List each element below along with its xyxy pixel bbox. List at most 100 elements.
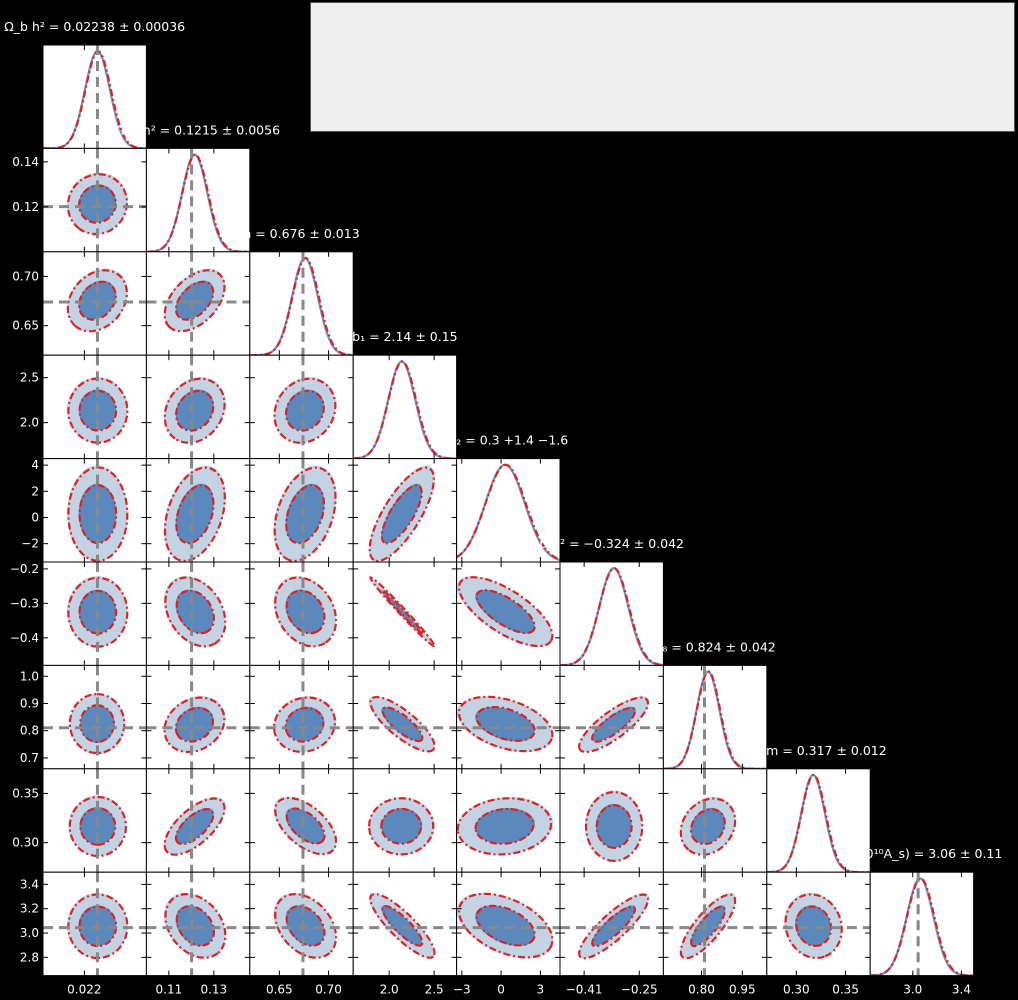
- contour-panel-lnAs-vs-b1: [352, 871, 458, 977]
- contour-panel-s8-vs-b1: [352, 664, 458, 770]
- contour-panel-b2-vs-b1: [352, 458, 458, 563]
- contour-68-dashdot: [78, 389, 118, 432]
- contour-95-dashdot: [163, 696, 226, 754]
- contour-68-dashdot: [380, 807, 423, 845]
- y-tick-label-bs2: −0.2: [10, 562, 39, 576]
- contour-panel-om-vs-omb: [42, 768, 147, 873]
- contour-95-dashdot: [66, 173, 129, 236]
- marginal-panel-h: [249, 251, 354, 356]
- y-tick-label-b2: −2: [21, 537, 39, 551]
- contour-panel-lnAs-vs-omc: [145, 871, 251, 977]
- y-tick-label-lnAs: 3.2: [20, 902, 39, 916]
- contour-68-filled: [175, 706, 214, 742]
- contour-68-dashdot: [284, 706, 325, 743]
- marginal-title-s8: σ₈ = 0.824 ± 0.042: [654, 639, 775, 654]
- contour-panel-s8-vs-h: [249, 664, 354, 770]
- contour-panel-bs2-vs-omb: [42, 561, 147, 666]
- contour-95-dashdot: [457, 695, 554, 753]
- contour-68-dashdot: [591, 905, 637, 948]
- contour-68-dashdot: [285, 589, 326, 635]
- x-tick-label-b2: 0: [497, 983, 505, 997]
- x-tick-label-omc: 0.11: [156, 983, 183, 997]
- contour-95-dashdot: [368, 466, 435, 563]
- marginal-curve-dashdot-run: [43, 50, 147, 149]
- contour-68-filled: [175, 589, 214, 634]
- contour-95-dashdot: [369, 695, 436, 753]
- y-tick-label-lnAs: 3.4: [20, 877, 39, 891]
- contour-panel-om-vs-b2: [456, 768, 561, 873]
- contour-68-dashdot: [690, 905, 726, 948]
- contour-95-dashdot: [679, 893, 737, 960]
- x-tick-label-lnAs: 3.4: [952, 983, 971, 997]
- marginal-panel-omb: [42, 44, 147, 149]
- panel-background: [560, 562, 664, 666]
- marginal-curve-dashdot-run: [353, 360, 457, 459]
- contour-68-filled: [175, 905, 214, 947]
- contour-panel-lnAs-vs-h: [249, 871, 354, 977]
- contour-68-filled: [285, 807, 325, 844]
- x-tick-label-bs2: −0.25: [621, 983, 658, 997]
- contour-panel-b2-vs-omc: [145, 458, 251, 563]
- contour-panel-b1-vs-omb: [42, 354, 147, 460]
- contour-95-dashdot: [456, 797, 553, 856]
- contour-95-dashdot: [66, 269, 128, 333]
- contour-panel-bs2-vs-b2: [456, 561, 561, 666]
- contour-95-dashdot: [273, 466, 337, 563]
- x-tick-label-om: 0.35: [832, 983, 859, 997]
- contour-68-dashdot: [381, 706, 424, 743]
- x-tick-label-b1: 2.0: [380, 983, 399, 997]
- y-tick-label-om: 0.35: [12, 786, 39, 800]
- marginal-panel-bs2: [559, 561, 664, 666]
- contour-68-filled: [690, 807, 726, 844]
- contour-68-filled: [381, 706, 423, 742]
- y-tick-label-h: 0.65: [12, 319, 39, 333]
- y-tick-label-b2: 2: [31, 484, 39, 498]
- marginal-curve-dashdot-run: [249, 256, 354, 356]
- y-tick-label-bs2: −0.4: [10, 631, 39, 645]
- contour-panel-om-vs-bs2: [559, 768, 664, 873]
- contour-68-filled: [795, 905, 832, 947]
- contour-panel-bs2-vs-b1: [352, 561, 458, 666]
- contour-68-dashdot: [285, 484, 326, 545]
- contour-95-dashdot: [163, 797, 226, 856]
- marginal-title-b1: b₁ = 2.14 ± 0.15: [352, 329, 457, 344]
- y-tick-label-s8: 0.8: [20, 724, 39, 738]
- marginal-curve-dashdot-run: [146, 153, 250, 252]
- contour-68-filled: [591, 706, 636, 742]
- contour-68-filled: [381, 807, 423, 844]
- contour-95-dashdot: [367, 797, 435, 856]
- x-tick-label-omc: 0.13: [200, 983, 227, 997]
- x-tick-label-omb: 0.022: [67, 983, 101, 997]
- contour-68-dashdot: [77, 280, 117, 321]
- contour-95-dashdot: [457, 576, 554, 648]
- y-tick-label-b2: 0: [31, 510, 39, 524]
- contour-68-dashdot: [474, 807, 535, 845]
- contour-95-dashdot: [578, 893, 650, 960]
- x-tick-label-h: 0.70: [315, 983, 342, 997]
- contour-panel-s8-vs-omc: [145, 664, 251, 770]
- contour-68-dashdot: [285, 807, 326, 845]
- contour-panel-om-vs-s8: [662, 768, 768, 873]
- contour-panel-b2-vs-h: [249, 458, 354, 563]
- marginal-title-h: h = 0.676 ± 0.013: [243, 226, 359, 241]
- contour-68-dashdot: [175, 589, 216, 635]
- contour-68-dashdot: [381, 905, 424, 947]
- x-tick-label-b2: −3: [453, 983, 471, 997]
- marginal-title-lnAs: ln(10¹⁰A_s) = 3.06 ± 0.11: [841, 846, 1002, 861]
- contour-68-dashdot: [174, 706, 215, 743]
- contour-panel-lnAs-vs-om: [766, 871, 871, 977]
- contour-68-filled: [595, 803, 632, 848]
- contour-panel-b1-vs-omc: [145, 354, 251, 460]
- contour-95-dashdot: [273, 696, 337, 754]
- marginal-curve-dashdot-run: [456, 463, 561, 561]
- contour-95-dashdot: [164, 893, 227, 959]
- contour-panel-lnAs-vs-s8: [662, 871, 768, 977]
- contour-95-dashdot: [274, 576, 338, 648]
- contour-68-dashdot: [284, 389, 325, 432]
- contour-68-dashdot: [174, 280, 215, 321]
- contour-68-dashdot: [690, 808, 726, 846]
- contour-68-filled: [285, 389, 325, 431]
- contour-68-dashdot: [175, 905, 216, 947]
